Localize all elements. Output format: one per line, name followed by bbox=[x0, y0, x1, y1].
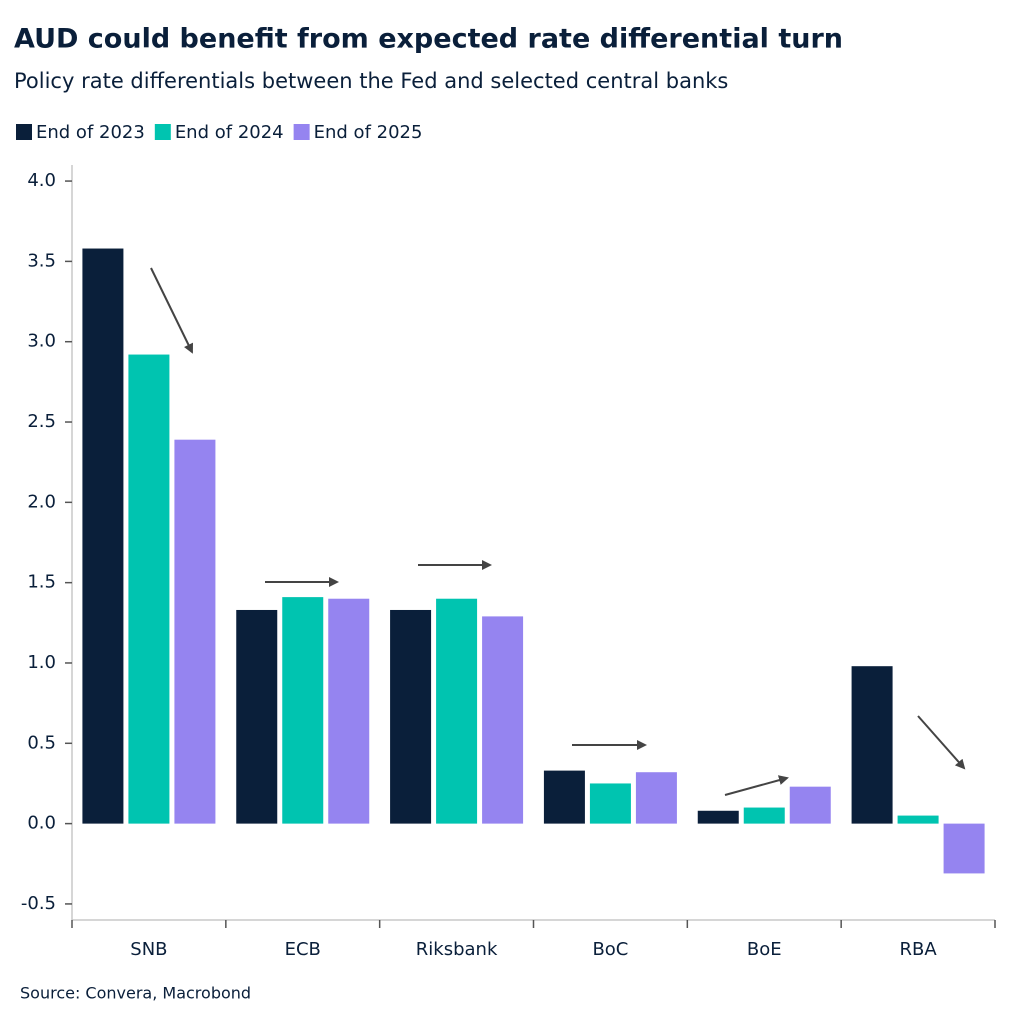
y-tick-label: 0.5 bbox=[27, 732, 56, 753]
y-tick-label: 4.0 bbox=[27, 170, 56, 191]
chart-subtitle: Policy rate differentials between the Fe… bbox=[14, 69, 728, 93]
bar bbox=[851, 666, 893, 824]
y-tick-label: 1.5 bbox=[27, 572, 56, 593]
arrow bbox=[917, 715, 966, 770]
y-tick-label: 1.0 bbox=[27, 652, 56, 673]
legend-label: End of 2024 bbox=[175, 122, 284, 143]
bar bbox=[897, 815, 939, 824]
bar bbox=[589, 783, 631, 824]
y-tick-label: 0.0 bbox=[27, 813, 56, 834]
bar bbox=[697, 810, 739, 824]
legend-label: End of 2025 bbox=[314, 122, 423, 143]
bar bbox=[743, 807, 785, 824]
source-note: Source: Convera, Macrobond bbox=[20, 984, 251, 1003]
x-tick-label: SNB bbox=[130, 939, 167, 960]
arrow bbox=[150, 267, 193, 354]
y-tick-label: -0.5 bbox=[21, 893, 56, 914]
x-tick-label: BoC bbox=[592, 939, 628, 960]
bar bbox=[236, 609, 278, 824]
chart-title: AUD could benefit from expected rate dif… bbox=[14, 24, 843, 55]
bar bbox=[543, 770, 585, 824]
bar bbox=[635, 772, 677, 824]
x-tick-label: RBA bbox=[899, 939, 937, 960]
bar bbox=[482, 616, 524, 824]
bar bbox=[82, 248, 124, 824]
legend-swatch bbox=[293, 124, 310, 140]
arrow bbox=[724, 775, 789, 796]
legend-swatch bbox=[16, 124, 32, 140]
y-tick-label: 3.0 bbox=[27, 331, 56, 352]
bar bbox=[282, 597, 324, 824]
legend-label: End of 2023 bbox=[36, 122, 145, 143]
y-tick-label: 3.5 bbox=[27, 250, 56, 271]
bar bbox=[789, 786, 831, 824]
bar bbox=[943, 823, 985, 874]
annotation-arrows bbox=[150, 267, 966, 796]
x-tick-label: BoE bbox=[747, 939, 782, 960]
x-tick-label: ECB bbox=[285, 939, 321, 960]
legend-swatch bbox=[154, 124, 171, 140]
x-tick-label: Riksbank bbox=[416, 939, 498, 960]
bar bbox=[128, 354, 170, 824]
bar bbox=[328, 598, 370, 824]
bar bbox=[174, 439, 216, 824]
bar bbox=[436, 598, 478, 824]
y-tick-label: 2.5 bbox=[27, 411, 56, 432]
y-tick-label: 2.0 bbox=[27, 491, 56, 512]
bar bbox=[390, 609, 432, 824]
